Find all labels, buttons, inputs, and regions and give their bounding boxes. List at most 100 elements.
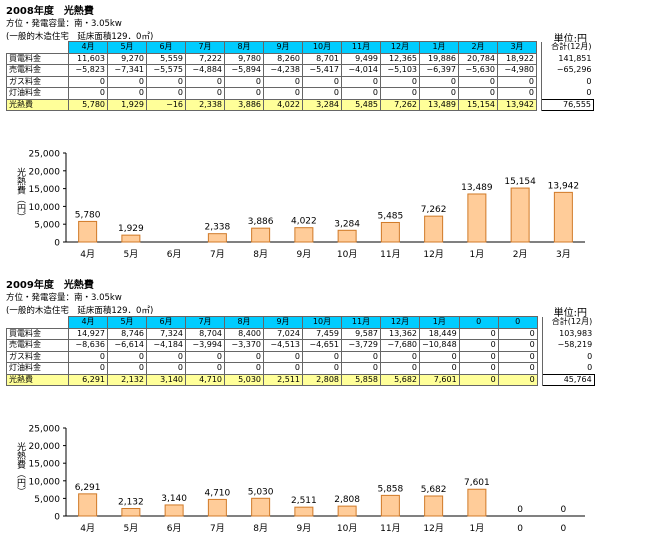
bar-value-label: 0 <box>517 505 523 515</box>
table-row: ガス料金 0 0 0 0 0 0 0 0 0 0 0 0 0 <box>6 75 594 88</box>
table-row: 買電料金 14,927 8,746 7,324 8,704 8,400 7,024 7,459… <box>6 327 595 340</box>
sum-cell: 0 <box>541 76 594 88</box>
section-subtitle-2: (一般的木造住宅 延床面積129．0㎡) <box>6 32 154 42</box>
table-cell: 8,260 <box>263 52 303 65</box>
month-header: 12月 <box>380 316 420 329</box>
table-cell: −16 <box>146 98 186 111</box>
table-cell: 0 <box>380 350 420 363</box>
table-cell: 0 <box>68 362 108 375</box>
table-cell: 14,927 <box>68 327 108 340</box>
table-cell: 0 <box>380 362 420 375</box>
unit-label: 単位:円 <box>553 308 587 319</box>
table-cell: 0 <box>341 75 381 88</box>
bar-value-label: 2,511 <box>291 496 317 506</box>
table-cell: 0 <box>458 373 499 386</box>
sum-cell: 141,851 <box>541 53 594 65</box>
month-header: 8月 <box>224 41 264 54</box>
table-cell: 15,154 <box>458 98 498 111</box>
month-header: 11月 <box>341 316 381 329</box>
month-header: 12月 <box>380 41 420 54</box>
bar <box>121 507 141 517</box>
section-subtitle: 方位・発電容量：南・3.05kw <box>6 19 122 29</box>
bar-value-label: 5,780 <box>75 210 101 220</box>
table-cell: 0 <box>497 362 538 375</box>
bar-value-label: 5,485 <box>377 211 403 221</box>
table-cell: 13,362 <box>380 327 420 340</box>
y-tick-label: 20,000 <box>29 442 61 452</box>
x-tick-label: 0 <box>561 524 567 534</box>
table-cell: 0 <box>146 362 186 375</box>
table-cell: 9,270 <box>107 52 147 65</box>
header-corner <box>6 316 69 329</box>
bar <box>251 497 271 517</box>
table-cell: 0 <box>146 87 186 100</box>
table-cell: 0 <box>263 75 303 88</box>
table-cell: 0 <box>419 350 460 363</box>
gap <box>536 76 542 88</box>
bar-value-label: 13,489 <box>461 183 493 193</box>
bar <box>467 193 487 243</box>
unit-label: 単位:円 <box>553 34 587 45</box>
section-subtitle-2: (一般的木造住宅 延床面積129．0㎡) <box>6 306 154 316</box>
table-cell: −5,103 <box>380 64 420 77</box>
table-cell: 0 <box>107 75 147 88</box>
table-cell: 7,024 <box>263 327 303 340</box>
bar <box>510 187 530 243</box>
month-header: 1月 <box>419 41 459 54</box>
table-cell: 0 <box>419 75 459 88</box>
bar-value-label: 5,682 <box>421 485 447 495</box>
table-cell: 5,780 <box>68 98 108 111</box>
table-cell: 7,459 <box>302 327 342 340</box>
row-label: ガス料金 <box>6 75 69 88</box>
bar-value-label: 7,262 <box>421 205 447 215</box>
table-cell: 2,511 <box>263 373 303 386</box>
table-cell: 0 <box>497 339 538 352</box>
bar <box>121 234 141 243</box>
table-cell: 0 <box>497 373 538 386</box>
table-cell: 0 <box>497 87 537 100</box>
table-cell: 0 <box>458 327 499 340</box>
table-row: 売電料金 −8,636 −6,614 −4,184 −3,994 −3,370 −4,513… <box>6 339 595 352</box>
row-label: 売電料金 <box>6 64 69 77</box>
bar <box>467 488 487 517</box>
sum-cell: 76,555 <box>541 98 594 111</box>
bar-value-label: 3,886 <box>248 217 274 227</box>
table-cell: 3,140 <box>146 373 186 386</box>
bar-value-label: 5,030 <box>248 487 274 497</box>
table-cell: 0 <box>458 350 499 363</box>
table-cell: 0 <box>302 75 342 88</box>
month-header: 7月 <box>185 41 225 54</box>
table-cell: 0 <box>263 87 303 100</box>
bar-value-label: 5,858 <box>377 484 403 494</box>
table-cell: 0 <box>458 339 499 352</box>
cost-table: 4月 5月 6月 7月 8月 9月 10月 11月 12月 1月 2月 3月 合計(12月) 買電料金 11… <box>6 41 594 111</box>
sum-header: 合計(12月) <box>542 316 595 328</box>
table-cell: 0 <box>302 362 342 375</box>
month-header: 11月 <box>341 41 381 54</box>
table-cell: 0 <box>185 362 225 375</box>
y-tick-label: 25,000 <box>29 425 61 435</box>
table-cell: 8,400 <box>224 327 264 340</box>
table-row: ガス料金 0 0 0 0 0 0 0 0 0 0 0 0 0 <box>6 350 595 363</box>
table-cell: 12,365 <box>380 52 420 65</box>
table-cell: 0 <box>224 87 264 100</box>
x-tick-label: 5月 <box>124 523 139 534</box>
x-tick-label: 12月 <box>423 523 443 534</box>
table-cell: 3,284 <box>302 98 342 111</box>
y-tick-label: 10,000 <box>29 477 61 487</box>
row-label: 買電料金 <box>6 52 69 65</box>
bar <box>78 493 98 517</box>
bar-value-label: 15,154 <box>504 177 536 187</box>
table-cell: −6,397 <box>419 64 459 77</box>
table-cell: 3,886 <box>224 98 264 111</box>
table-cell: 0 <box>185 87 225 100</box>
table-cell: 19,886 <box>419 52 459 65</box>
table-cell: 0 <box>497 75 537 88</box>
table-cell: 9,587 <box>341 327 381 340</box>
table-cell: −4,651 <box>302 339 342 352</box>
table-cell: −3,994 <box>185 339 225 352</box>
table-cell: 5,485 <box>341 98 381 111</box>
sum-cell: 0 <box>541 87 594 99</box>
sum-cell: −58,219 <box>542 339 595 351</box>
